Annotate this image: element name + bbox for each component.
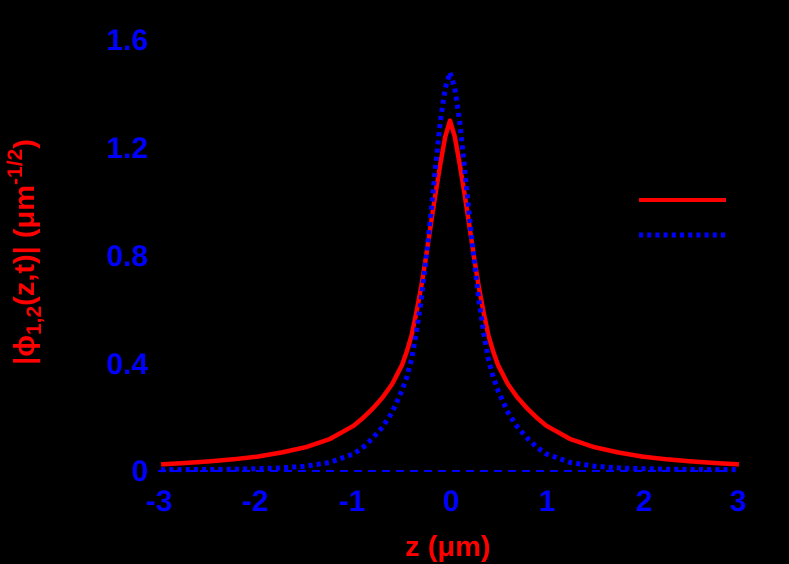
y-tick-label-0_8: 0.8	[106, 240, 148, 273]
y-axis-label-superscript: -1/2	[4, 149, 27, 185]
y-axis-label-subscript: 1,2	[23, 306, 46, 335]
x-tick-label-3: 3	[730, 485, 747, 518]
y-axis-label: |ϕ1,2(z,t)| (μm-1/2)	[4, 139, 46, 365]
red-solid-curve	[160, 118, 740, 467]
y-axis-label-pre: |ϕ	[9, 335, 41, 365]
y-tick-label-1_2: 1.2	[106, 132, 148, 165]
y-axis-label-mid: (z,t)| (μm	[9, 185, 41, 306]
x-tick-label-m1: -1	[339, 485, 366, 518]
blue-dotted-curve	[161, 69, 739, 473]
x-tick-label-m2: -2	[242, 485, 269, 518]
x-tick-label-2: 2	[636, 485, 653, 518]
y-tick-label-1_6: 1.6	[106, 24, 148, 57]
x-tick-label-1: 1	[539, 485, 556, 518]
x-tick-label-0: 0	[443, 485, 460, 518]
x-axis-label: z (μm)	[405, 531, 490, 563]
legend	[639, 198, 726, 238]
y-axis-label-post: )	[9, 139, 41, 149]
y-tick-label-0: 0	[131, 455, 148, 488]
curves-group	[158, 69, 740, 473]
y-tick-label-0_4: 0.4	[106, 348, 148, 381]
x-tick-label-m3: -3	[146, 485, 173, 518]
